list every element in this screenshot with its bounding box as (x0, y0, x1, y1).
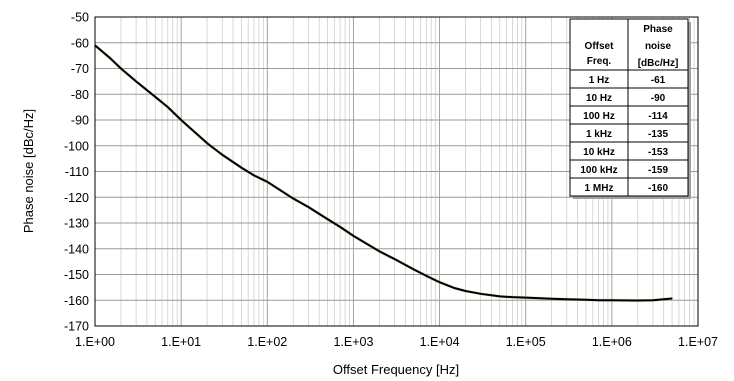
y-tick-label: -50 (71, 11, 89, 25)
data-point (253, 174, 255, 176)
data-point (326, 218, 329, 220)
x-tick-label: 1.E+00 (75, 335, 115, 349)
y-tick-label: -110 (65, 165, 89, 179)
y-tick-label: -150 (64, 268, 89, 282)
data-point (454, 287, 456, 289)
table-cell-offset: 1 kHz (586, 129, 612, 140)
table-cell-phase-noise: -61 (651, 75, 666, 86)
data-point (566, 298, 568, 300)
data-point (671, 297, 673, 300)
data-point (109, 57, 111, 59)
data-point (652, 299, 654, 301)
x-tick-label: 1.E+06 (592, 335, 632, 349)
x-tick-label: 1.E+01 (161, 335, 201, 349)
y-tick-label: -170 (64, 320, 89, 334)
x-tick-label: 1.E+02 (247, 335, 287, 349)
table-cell-phase-noise: -114 (648, 111, 668, 122)
table-cell-phase-noise: -90 (651, 93, 666, 104)
data-point (611, 299, 613, 301)
y-tick-label: -80 (71, 88, 89, 102)
y-tick-label: -70 (71, 62, 89, 76)
y-axis-ticks: -50 -60 -70 -80 -90 -100 -110 -120 -130 -140 -150 -… (64, 11, 89, 334)
data-point (511, 296, 513, 298)
data-point (637, 299, 639, 302)
table-cell-phase-noise: -159 (648, 165, 668, 176)
data-point (597, 299, 600, 301)
table-cell-offset: 1 Hz (589, 75, 610, 86)
plot-frame (94, 16, 699, 327)
data-point (393, 258, 396, 260)
data-table: Offset Freq. Phase noise [dBc/Hz] 1 Hz -61 10 H… (569, 18, 691, 199)
data-point (292, 197, 294, 200)
data-point (180, 119, 182, 121)
data-point (551, 298, 553, 300)
x-axis-ticks: 1.E+00 1.E+01 1.E+02 1.E+03 1.E+04 1.E+05 1.E+… (75, 335, 718, 349)
table-cell-phase-noise: -153 (648, 147, 668, 158)
table-cell-offset: 10 kHz (583, 147, 615, 158)
table-header-offset: Freq. (587, 56, 612, 67)
data-point (240, 167, 242, 169)
y-tick-label: -90 (71, 114, 89, 128)
y-tick-label: -140 (64, 242, 89, 256)
x-tick-label: 1.E+04 (420, 335, 460, 349)
data-point (120, 67, 122, 70)
series-line (94, 44, 673, 302)
data-point (525, 297, 527, 299)
data-point (135, 80, 137, 82)
data-point (585, 299, 587, 301)
series-layer (94, 44, 673, 303)
data-point (413, 268, 415, 270)
y-axis-label: Phase noise [dBc/Hz] (21, 109, 36, 233)
table-cell-offset: 1 MHz (585, 183, 614, 194)
y-tick-label: -130 (64, 217, 89, 231)
data-point (425, 275, 427, 277)
table-cell-offset: 100 kHz (580, 165, 617, 176)
table-header-phase-noise: Phase (643, 24, 673, 35)
data-point (378, 250, 380, 252)
table-frame (569, 18, 689, 197)
table-cell-phase-noise: -135 (648, 129, 668, 140)
data-point (221, 154, 223, 156)
data-point (339, 226, 341, 228)
data-point (480, 293, 482, 295)
table-header-phase-noise: noise (645, 41, 672, 52)
table-cell-offset: 10 Hz (586, 93, 612, 104)
y-tick-label: -60 (71, 36, 89, 50)
data-point (352, 235, 355, 237)
y-tick-label: -160 (64, 294, 89, 308)
y-tick-label: -100 (64, 139, 89, 153)
data-point (206, 142, 208, 144)
data-point (499, 295, 501, 297)
y-tick-label: -120 (64, 191, 89, 205)
data-point (167, 106, 169, 108)
table-header-phase-noise: [dBc/Hz] (638, 58, 679, 69)
table-header-offset: Offset (585, 41, 615, 52)
x-tick-label: 1.E+07 (678, 335, 718, 349)
grid (94, 16, 699, 327)
data-point (438, 281, 441, 283)
data-point (307, 206, 309, 208)
x-tick-label: 1.E+03 (333, 335, 373, 349)
data-point (154, 96, 156, 98)
data-point (266, 181, 268, 183)
table-cell-offset: 100 Hz (583, 111, 615, 122)
data-point (464, 290, 467, 292)
x-tick-label: 1.E+05 (506, 335, 546, 349)
table-cell-phase-noise: -160 (648, 183, 668, 194)
x-axis-label: Offset Frequency [Hz] (333, 362, 459, 377)
